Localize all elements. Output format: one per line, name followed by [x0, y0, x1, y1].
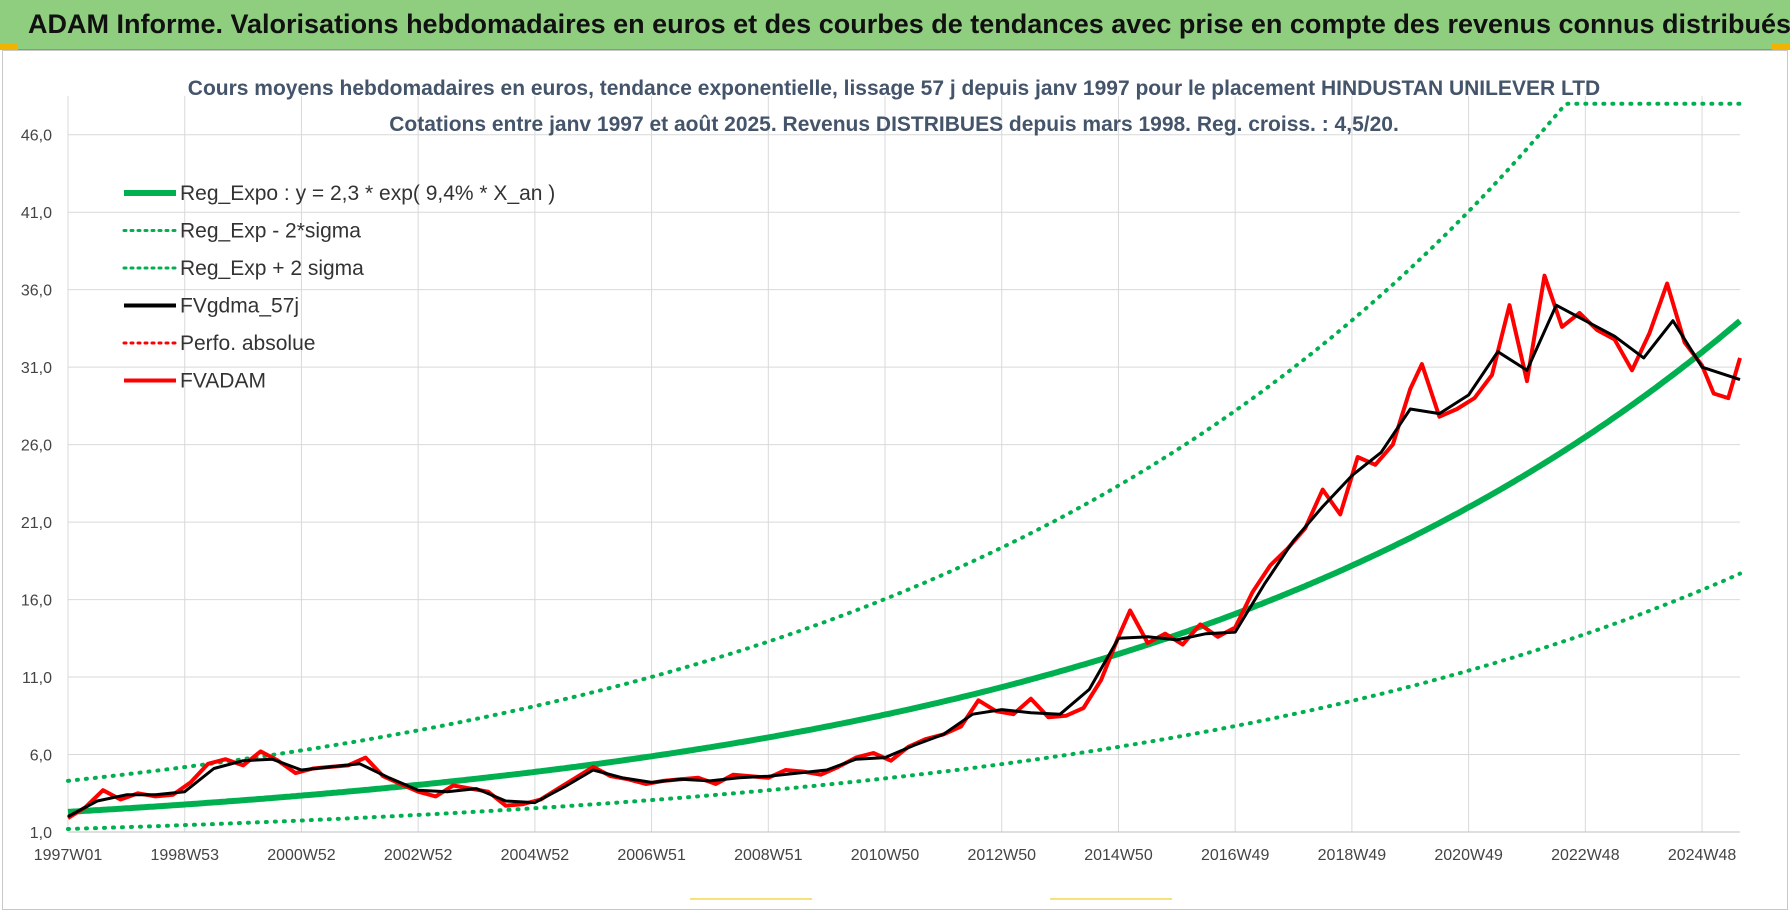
y-tick-label: 6,0: [30, 748, 52, 765]
series-fvadam-line: [66, 273, 1742, 820]
legend: Reg_Expo : y = 2,3 * exp( 9,4% * X_an ) R…: [122, 182, 555, 393]
x-tick-label: 2016W49: [1201, 847, 1270, 864]
page-header: ADAM Informe. Valorisations hebdomadaire…: [0, 0, 1790, 50]
legend-label: Reg_Expo : y = 2,3 * exp( 9,4% * X_an ): [180, 182, 555, 205]
y-tick-label: 31,0: [21, 360, 52, 377]
y-tick-label: 46,0: [21, 128, 52, 145]
x-tick-label: 1998W53: [150, 847, 219, 864]
y-tick-label: 16,0: [21, 593, 52, 610]
legend-label: FVADAM: [180, 370, 266, 393]
x-tick-label: 2012W50: [968, 847, 1037, 864]
legend-label: Reg_Exp - 2*sigma: [180, 220, 361, 243]
y-tick-label: 41,0: [21, 205, 52, 222]
axis-ticks: 1,0 6,0 11,0 16,0 21,0 26,0 31,0 36,0 41,0 46,0 19…: [21, 128, 1737, 864]
legend-label: Reg_Exp + 2 sigma: [180, 257, 364, 280]
corner-marker-left: [0, 44, 18, 50]
trend-regexpo-line: [67, 318, 1742, 815]
trend-upper-2sigma-line: [66, 101, 1742, 783]
footer-strip-right: [1050, 898, 1172, 900]
x-tick-label: 2024W48: [1668, 847, 1737, 864]
x-tick-label: 2006W51: [617, 847, 686, 864]
x-tick-label: 2010W50: [851, 847, 920, 864]
chart-subtitle: Cotations entre janv 1997 et août 2025. …: [389, 113, 1399, 136]
x-tick-label: 2014W50: [1084, 847, 1153, 864]
y-tick-label: 21,0: [21, 515, 52, 532]
x-tick-label: 2002W52: [384, 847, 453, 864]
x-tick-label: 2022W48: [1551, 847, 1620, 864]
y-tick-label: 26,0: [21, 438, 52, 455]
x-tick-label: 1997W01: [34, 847, 103, 864]
corner-marker-right: [1772, 44, 1790, 50]
chart-area: [2, 50, 1788, 910]
x-tick-label: 2000W52: [267, 847, 336, 864]
x-tick-label: 2008W51: [734, 847, 803, 864]
y-tick-label: 36,0: [21, 283, 52, 300]
page-title: ADAM Informe. Valorisations hebdomadaire…: [28, 9, 1790, 39]
chart-title: Cours moyens hebdomadaires en euros, ten…: [188, 77, 1600, 100]
x-tick-label: 2018W49: [1318, 847, 1387, 864]
y-tick-label: 11,0: [22, 670, 52, 687]
series-fvgdma-line: [67, 303, 1741, 818]
legend-label: Perfo. absolue: [180, 332, 315, 355]
x-tick-label: 2020W49: [1434, 847, 1503, 864]
trend-lower-2sigma-line: [66, 571, 1742, 831]
legend-label: FVgdma_57j: [180, 295, 299, 318]
x-tick-label: 2004W52: [501, 847, 570, 864]
series-lines: [66, 101, 1742, 831]
grid: [67, 96, 1740, 833]
y-tick-label: 1,0: [30, 825, 52, 842]
footer-strip-left: [690, 898, 812, 900]
